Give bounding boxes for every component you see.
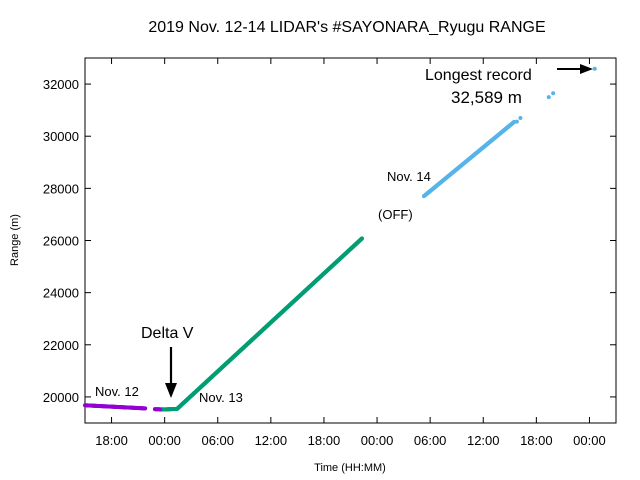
y-axis-label: Range (m): [9, 214, 21, 266]
annotation-nov14: Nov. 14: [387, 169, 431, 184]
annotation-off: (OFF): [378, 207, 413, 222]
x-tick-label: 18:00: [520, 433, 553, 448]
x-tick-label: 06:00: [201, 433, 234, 448]
y-tick-label: 28000: [43, 181, 79, 196]
annotation-delta-v: Delta V: [141, 325, 194, 342]
data-point: [143, 406, 148, 411]
y-axis-ticks: 20000 22000 24000 26000 28000 30000 32000: [43, 77, 616, 405]
data-point: [592, 66, 597, 71]
data-point: [518, 115, 523, 120]
x-tick-label: 06:00: [414, 433, 447, 448]
delta-v-arrow: [165, 347, 177, 398]
record-arrow: [557, 64, 593, 74]
y-tick-label: 24000: [43, 286, 79, 301]
data-series: [83, 66, 597, 412]
x-axis-ticks: 18:00 00:00 06:00 12:00 18:00 00:00 06:00 12:00…: [95, 58, 606, 448]
x-tick-label: 12:00: [255, 433, 288, 448]
chart-title: 2019 Nov. 12-14 LIDAR's #SAYONARA_Ryugu …: [148, 19, 545, 36]
x-axis-label: Time (HH:MM): [314, 462, 386, 474]
annotation-record-value: 32,589 m: [451, 88, 522, 107]
data-point: [514, 119, 519, 124]
x-tick-label: 12:00: [467, 433, 500, 448]
x-tick-label: 00:00: [148, 433, 181, 448]
x-tick-label: 18:00: [95, 433, 128, 448]
y-tick-label: 26000: [43, 234, 79, 249]
y-tick-label: 22000: [43, 338, 79, 353]
annotation-nov12: Nov. 12: [95, 384, 139, 399]
annotation-nov13: Nov. 13: [199, 390, 243, 405]
y-tick-label: 32000: [43, 77, 79, 92]
y-tick-label: 20000: [43, 390, 79, 405]
x-tick-label: 00:00: [573, 433, 606, 448]
plot-frame: [84, 57, 617, 424]
data-point: [551, 91, 556, 96]
x-tick-label: 00:00: [361, 433, 394, 448]
data-point: [360, 236, 364, 241]
annotation-longest-record: Longest record: [425, 67, 532, 84]
data-point: [546, 95, 551, 100]
y-tick-label: 30000: [43, 129, 79, 144]
x-tick-label: 18:00: [308, 433, 341, 448]
